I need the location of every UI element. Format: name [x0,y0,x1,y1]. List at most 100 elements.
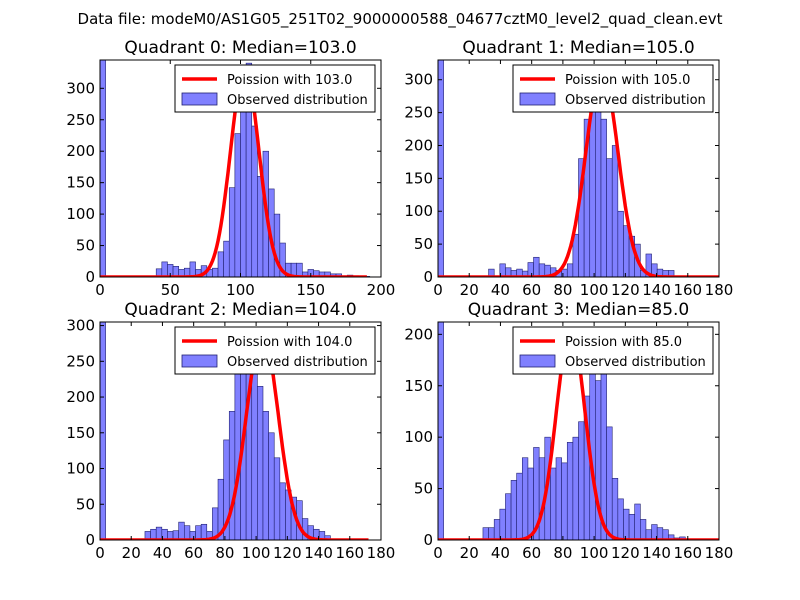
histogram-bar [228,187,236,277]
histogram-bar [251,125,258,277]
histogram-bar [228,411,236,540]
x-tick-label: 100 [580,544,609,562]
y-tick-label: 200 [66,142,95,160]
y-tick-label: 100 [404,202,433,220]
histogram-bar [550,467,557,540]
x-tick-label: 120 [611,281,640,299]
histogram-bar [212,267,219,277]
quadrant-1-panel: Quadrant 1: Median=105.00 20 40 60 80 100 120 1… [404,38,733,299]
legend-label-poisson: Poission with 105.0 [565,73,690,88]
legend-bar-swatch [181,92,218,106]
x-tick-label: 120 [273,544,302,562]
histogram-bar [189,261,196,277]
legend-label-observed: Observed distribution [227,355,368,370]
histogram-bar [234,133,241,277]
histogram-bar [178,521,185,540]
legend-label-observed: Observed distribution [565,93,706,108]
y-tick-label: 300 [66,317,95,335]
quadrant-0-panel: Quadrant 0: Median=103.0 0 50 100 150 200 0 50 1… [66,38,395,299]
histogram-bar [273,457,281,540]
histogram-bar [566,263,574,277]
histogram-bar [623,225,630,277]
histogram-bar [617,210,624,277]
legend-bar-swatch [519,92,556,106]
y-tick-label: 250 [66,352,95,370]
legend-bar-swatch [519,354,556,368]
figure-title: Data file: modeM0/AS1G05_251T02_90000005… [78,10,723,29]
histogram-bar [527,467,534,540]
y-tick-label: 50 [76,495,95,513]
x-tick-label: 80 [553,544,572,562]
y-tick-label: 100 [66,460,95,478]
histogram-bar [595,95,602,277]
legend-label-observed: Observed distribution [565,355,706,370]
x-tick-label: 120 [611,544,640,562]
x-tick-label: 150 [296,281,325,299]
quadrant-3-panel: Quadrant 3: Median=85.00 20 40 60 80 100 120 14… [404,300,733,562]
x-tick-label: 80 [215,544,234,562]
x-tick-label: 20 [460,544,479,562]
quadrant-2-title: Quadrant 2: Median=104.0 [124,300,356,320]
histogram-bar [223,240,230,277]
histogram-bar [516,472,523,540]
legend-label-observed: Observed distribution [227,93,368,108]
quadrant-3-axes-frame [437,321,720,541]
x-tick-label: 200 [367,281,396,299]
histogram-bar [100,322,106,540]
x-tick-label: 80 [553,281,572,299]
y-tick-label: 250 [404,104,433,122]
histogram-bar [611,478,619,540]
histogram-bar [493,519,501,540]
y-tick-label: 200 [66,388,95,406]
x-tick-label: 40 [153,544,172,562]
histogram-bar [217,251,224,277]
histogram-bar [482,527,489,540]
histogram-bar [195,525,202,540]
quadrant-1-title: Quadrant 1: Median=105.0 [462,38,694,58]
y-tick-label: 150 [404,377,433,395]
histogram-bar [296,262,303,277]
histogram-bar [488,527,495,540]
y-tick-label: 100 [404,428,433,446]
histogram-bar [510,480,517,540]
quadrant-0-title: Quadrant 0: Median=103.0 [124,38,356,58]
quadrant-1-legend: Poission with 105.0 Observed distribution [512,64,714,113]
histogram-bar [617,498,624,540]
y-tick-label: 200 [404,325,433,343]
x-tick-label: 180 [367,544,396,562]
quadrant-1-poisson-curve [438,68,719,277]
x-tick-label: 20 [122,544,141,562]
x-tick-label: 40 [491,281,510,299]
histogram-bar [555,457,562,540]
legend-bar-swatch [181,354,218,368]
histogram-bar [155,526,163,540]
x-tick-label: 140 [642,544,671,562]
x-tick-label: 160 [673,544,702,562]
y-tick-label: 150 [66,424,95,442]
legend-label-poisson: Poission with 103.0 [227,73,352,88]
histogram-bar [533,256,540,277]
x-tick-label: 180 [705,281,734,299]
histogram-bar [438,60,444,277]
x-tick-label: 160 [673,281,702,299]
legend-label-poisson: Poission with 104.0 [227,335,352,350]
x-tick-label: 100 [226,281,255,299]
x-tick-label: 100 [242,544,271,562]
histogram-bar [628,513,636,540]
histogram-bar [100,60,106,277]
y-tick-label: 50 [414,480,433,498]
quadrant-1-axes-frame [437,59,720,278]
y-tick-label: 250 [66,111,95,129]
y-tick-label: 0 [423,531,433,549]
histogram-bar [561,462,568,540]
histogram-bar [161,261,168,277]
histogram-bar [521,457,529,540]
histogram-bar [279,242,286,277]
histogram-bar [268,432,275,540]
x-tick-label: 60 [522,281,541,299]
histogram-bar [262,411,269,540]
histogram-bar [611,145,619,277]
histogram-bar [606,426,613,540]
x-tick-label: 100 [580,281,609,299]
